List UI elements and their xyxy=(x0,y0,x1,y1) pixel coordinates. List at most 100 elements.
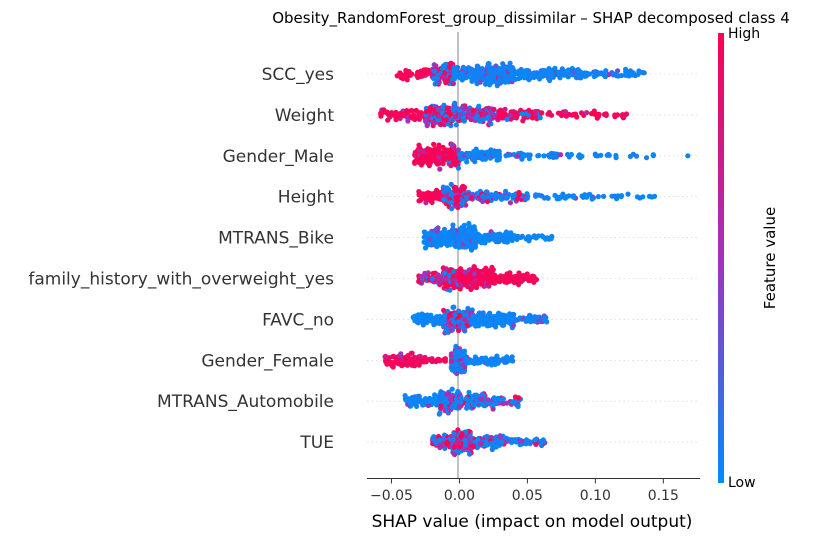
shap-point xyxy=(493,63,499,69)
shap-point xyxy=(390,360,396,366)
feature-label: Weight xyxy=(275,106,335,126)
shap-point xyxy=(451,304,457,310)
shap-point xyxy=(422,245,429,251)
shap-point xyxy=(542,317,548,323)
shap-point xyxy=(565,151,571,158)
shap-point xyxy=(506,152,512,158)
shap-point xyxy=(452,351,459,357)
shap-point xyxy=(431,76,437,82)
shap-point xyxy=(602,73,608,79)
shap-point xyxy=(416,142,422,148)
shap-point xyxy=(458,352,464,358)
shap-point xyxy=(452,311,458,318)
shap-point xyxy=(412,318,418,324)
shap-point xyxy=(436,150,442,156)
shap-point xyxy=(456,404,462,410)
shap-point xyxy=(424,123,430,129)
shap-point xyxy=(504,271,510,277)
shap-point xyxy=(422,398,429,405)
shap-point xyxy=(402,111,408,117)
shap-point xyxy=(475,436,481,442)
shap-point xyxy=(568,151,575,158)
shap-point xyxy=(547,77,553,84)
shap-point xyxy=(457,282,464,288)
shap-point xyxy=(498,110,504,116)
shap-point xyxy=(423,194,429,200)
shap-point xyxy=(457,273,463,279)
shap-point xyxy=(503,359,509,365)
shap-point xyxy=(496,79,502,85)
shap-point xyxy=(476,103,482,109)
shap-point xyxy=(471,318,477,324)
shap-point xyxy=(570,193,576,199)
shap-point xyxy=(525,234,531,240)
shap-point xyxy=(547,111,553,117)
shap-point xyxy=(485,397,491,403)
shap-point xyxy=(407,400,413,406)
shap-point xyxy=(439,65,446,71)
shap-point xyxy=(438,403,444,409)
shap-point xyxy=(584,70,590,76)
shap-point xyxy=(621,113,627,119)
shap-point xyxy=(519,111,525,117)
shap-point xyxy=(414,72,420,78)
shap-point xyxy=(491,273,497,279)
feature-label: SCC_yes xyxy=(262,65,335,85)
shap-point xyxy=(402,393,408,399)
shap-point xyxy=(466,191,472,197)
shap-point xyxy=(450,107,456,113)
shap-point xyxy=(507,113,513,119)
shap-point xyxy=(488,74,494,80)
shap-point xyxy=(497,71,503,77)
shap-point xyxy=(489,264,495,270)
shap-point xyxy=(482,155,488,161)
shap-point xyxy=(601,111,608,117)
shap-point xyxy=(626,70,632,77)
shap-point xyxy=(422,317,428,323)
shap-point xyxy=(468,195,474,201)
shap-point xyxy=(490,148,496,154)
shap-point xyxy=(446,269,452,275)
shap-point xyxy=(536,152,542,159)
shap-point xyxy=(448,60,454,66)
shap-point xyxy=(404,362,411,368)
shap-point xyxy=(574,70,580,76)
shap-point xyxy=(455,165,461,171)
shap-point xyxy=(428,398,435,404)
shap-point xyxy=(421,149,427,156)
shap-point xyxy=(462,437,468,443)
shap-point xyxy=(394,73,400,79)
shap-point xyxy=(504,116,510,122)
shap-point xyxy=(491,106,497,112)
shap-point xyxy=(385,111,391,117)
shap-point xyxy=(438,121,444,128)
shap-point xyxy=(496,234,502,240)
shap-point xyxy=(513,274,519,280)
shap-point xyxy=(443,117,449,123)
shap-point xyxy=(474,191,480,197)
colorbar-low-label: Low xyxy=(728,475,756,491)
shap-point xyxy=(458,394,464,401)
shap-point xyxy=(428,198,434,204)
shap-point xyxy=(468,233,474,239)
shap-point xyxy=(499,320,505,326)
shap-point xyxy=(405,353,411,359)
shap-point xyxy=(453,185,459,191)
shap-point xyxy=(441,197,447,203)
shap-point xyxy=(511,75,517,81)
x-tick-label: −0.05 xyxy=(370,488,413,504)
shap-point xyxy=(529,115,536,121)
shap-point xyxy=(425,232,431,238)
shap-point xyxy=(591,73,597,80)
shap-point xyxy=(421,153,427,159)
shap-point xyxy=(530,276,536,282)
shap-point xyxy=(533,108,539,114)
shap-point xyxy=(437,166,443,172)
shap-point xyxy=(435,242,441,249)
shap-point xyxy=(441,313,448,319)
shap-point xyxy=(493,324,499,330)
shap-point xyxy=(502,232,508,238)
shap-point xyxy=(484,149,490,155)
shap-point xyxy=(411,112,417,118)
shap-point xyxy=(442,270,448,276)
